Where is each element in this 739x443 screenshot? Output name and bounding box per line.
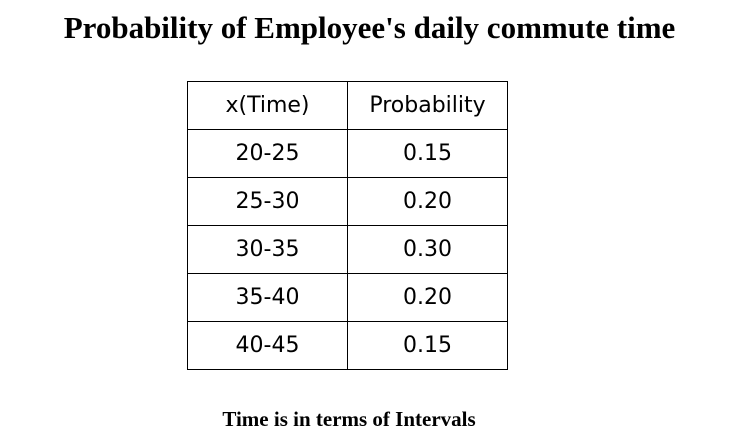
header-probability: Probability	[347, 81, 508, 130]
probability-cell: 0.15	[347, 129, 508, 178]
probability-cell: 0.20	[347, 273, 508, 322]
probability-table: x(Time) Probability 20-25 0.15 25-30 0.2…	[187, 81, 508, 370]
footnote: Time is in terms of Intervals	[222, 407, 476, 431]
page-title: Probability of Employee's daily commute …	[63, 10, 676, 45]
probability-cell: 0.15	[347, 321, 508, 370]
table-row: 20-25 0.15	[187, 129, 508, 178]
probability-cell: 0.30	[347, 225, 508, 274]
probability-cell: 0.20	[347, 177, 508, 226]
time-interval-cell: 40-45	[187, 321, 348, 370]
table-row: 25-30 0.20	[187, 177, 508, 226]
table-row: 40-45 0.15	[187, 321, 508, 370]
time-interval-cell: 30-35	[187, 225, 348, 274]
time-interval-cell: 35-40	[187, 273, 348, 322]
time-interval-cell: 20-25	[187, 129, 348, 178]
time-interval-cell: 25-30	[187, 177, 348, 226]
table-row: 30-35 0.30	[187, 225, 508, 274]
header-time: x(Time)	[187, 81, 348, 130]
table-header-row: x(Time) Probability	[187, 81, 508, 130]
table-row: 35-40 0.20	[187, 273, 508, 322]
